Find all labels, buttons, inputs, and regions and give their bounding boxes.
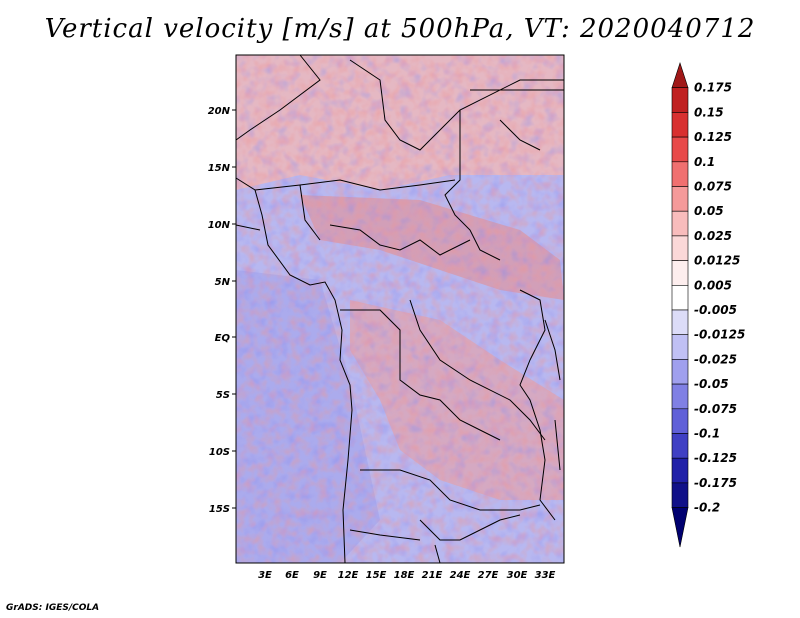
colorbar-label: 0.025 <box>694 229 732 243</box>
colorbar-label: 0.1 <box>694 155 715 169</box>
lat-label-10s: 10S <box>209 447 230 458</box>
lon-label-27e: 27E <box>478 570 499 581</box>
colorbar-label: -0.075 <box>694 402 737 416</box>
lon-label-21e: 21E <box>422 570 443 581</box>
lat-label-15n: 15N <box>208 163 231 174</box>
colorbar-label: -0.0125 <box>694 328 745 342</box>
colorbar-swatch <box>671 408 689 434</box>
lat-label-20n: 20N <box>208 106 231 117</box>
lat-label-15s: 15S <box>209 504 230 515</box>
lon-label-6e: 6E <box>285 570 299 581</box>
longitude-axis: 3E 6E 9E 12E 15E 18E 21E 24E 27E 30E 33E <box>258 570 555 581</box>
lon-label-18e: 18E <box>394 570 415 581</box>
colorbar-label: 0.005 <box>694 278 732 292</box>
colorbar-swatch <box>671 186 689 212</box>
colorbar-swatch <box>671 284 689 311</box>
map-frame <box>235 54 565 564</box>
lon-label-24e: 24E <box>450 570 471 581</box>
latitude-axis: 20N 15N 10N 5N EQ 5S 10S 15S <box>208 106 236 515</box>
colorbar-label: 0.125 <box>694 130 732 144</box>
lon-label-9e: 9E <box>313 570 327 581</box>
lat-label-5s: 5S <box>216 390 230 401</box>
lon-label-12e: 12E <box>338 570 359 581</box>
lat-label-10n: 10N <box>208 220 231 231</box>
colorbar-swatch <box>671 260 689 286</box>
colorbar-label: -0.125 <box>694 451 737 465</box>
colorbar-label: -0.005 <box>694 303 737 317</box>
lon-label-30e: 30E <box>507 570 528 581</box>
colorbar-swatch <box>671 507 689 548</box>
grads-credit: GrADS: IGES/COLA <box>6 603 100 613</box>
colorbar-label: 0.0125 <box>694 254 740 268</box>
lat-label-5n: 5N <box>215 277 231 288</box>
colorbar-swatch <box>671 210 689 237</box>
map-panel <box>236 55 564 563</box>
colorbar-label: 0.175 <box>694 81 732 95</box>
colorbar-swatch <box>671 161 689 187</box>
colorbar-swatch <box>671 482 689 508</box>
colorbar-swatch <box>671 309 689 336</box>
colorbar-label: 0.15 <box>694 105 724 119</box>
colorbar: 0.175 0.15 0.125 0.1 0.075 0.05 0.025 0.0125 0.0… <box>671 62 745 548</box>
colorbar-swatch <box>671 136 689 163</box>
colorbar-label: -0.2 <box>694 501 720 515</box>
colorbar-label: -0.175 <box>694 476 737 490</box>
colorbar-label: -0.05 <box>694 377 729 391</box>
lon-label-15e: 15E <box>366 570 387 581</box>
lat-label-eq: EQ <box>215 333 231 344</box>
colorbar-swatch <box>671 112 689 138</box>
colorbar-swatch <box>671 383 689 410</box>
lon-label-33e: 33E <box>535 570 556 581</box>
colorbar-swatch <box>671 62 689 88</box>
colorbar-swatch <box>671 457 689 484</box>
map-title: Vertical velocity [m/s] at 500hPa, VT: 2… <box>44 14 756 44</box>
country-borders <box>235 54 564 564</box>
colorbar-swatch <box>671 235 689 261</box>
colorbar-swatch <box>671 87 689 113</box>
colorbar-swatch <box>671 334 689 360</box>
colorbar-label: 0.05 <box>694 204 724 218</box>
colorbar-label: -0.1 <box>694 427 720 441</box>
colorbar-label: 0.075 <box>694 180 732 194</box>
colorbar-swatch <box>671 359 689 385</box>
lon-label-3e: 3E <box>258 570 272 581</box>
colorbar-label: -0.025 <box>694 352 737 366</box>
colorbar-swatch <box>671 433 689 459</box>
